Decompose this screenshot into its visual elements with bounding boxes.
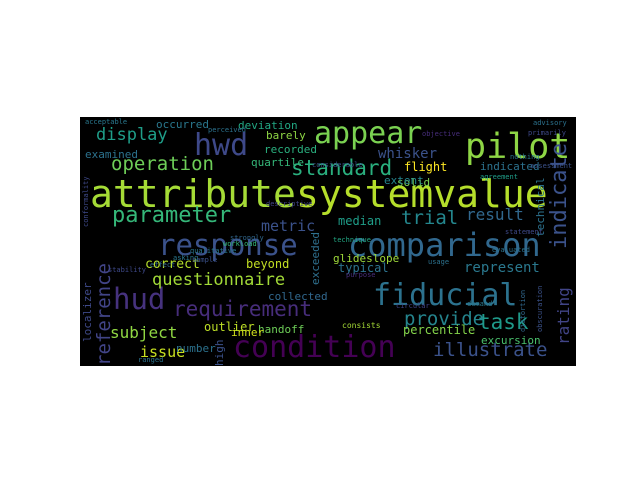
word-cloud-word: provide bbox=[404, 308, 485, 330]
word-cloud-word: reference bbox=[93, 263, 115, 366]
word-cloud-word: flight bbox=[404, 160, 448, 174]
word-cloud-word: circular bbox=[396, 302, 430, 310]
word-cloud-word: display bbox=[96, 125, 168, 145]
word-cloud-word: condition bbox=[233, 330, 396, 365]
word-cloud-word: glideslope bbox=[333, 252, 400, 265]
word-cloud-word: quartile bbox=[251, 156, 304, 169]
word-cloud-word: task bbox=[478, 310, 529, 334]
word-cloud-word: beyond bbox=[246, 257, 290, 271]
word-cloud-word: represent bbox=[464, 260, 540, 276]
word-cloud-word: objective bbox=[422, 130, 460, 138]
word-cloud-word: appear bbox=[314, 117, 423, 151]
word-cloud-word: occurred bbox=[156, 118, 209, 131]
word-cloud-word: requirement bbox=[173, 297, 313, 321]
word-cloud-word: typical bbox=[338, 261, 389, 275]
word-cloud-word: considerable bbox=[312, 161, 363, 169]
word-cloud-word: subject bbox=[110, 323, 178, 342]
word-cloud-word: operation bbox=[111, 153, 214, 175]
word-cloud-word: result bbox=[466, 205, 524, 224]
word-cloud-word: advisory bbox=[533, 119, 567, 127]
word-cloud-word: collected bbox=[268, 290, 328, 303]
word-cloud-word: systemvalue bbox=[296, 172, 548, 216]
word-cloud-word: inner bbox=[231, 326, 265, 339]
word-cloud-word: consists bbox=[342, 321, 381, 330]
word-cloud-word: recorded bbox=[264, 143, 317, 156]
word-cloud-word: correct bbox=[145, 257, 200, 272]
word-cloud-word: excursion bbox=[481, 334, 541, 347]
word-cloud-word: response bbox=[158, 228, 298, 262]
word-cloud-word: localizer bbox=[81, 282, 94, 342]
word-cloud-word: distortion bbox=[519, 289, 527, 332]
word-cloud-word: strongly bbox=[230, 234, 264, 242]
word-cloud-word: pilot bbox=[465, 127, 571, 167]
word-cloud-word: nothing bbox=[510, 153, 540, 161]
word-cloud-word: statement bbox=[505, 228, 543, 236]
word-cloud-word: hwd bbox=[194, 128, 249, 163]
word-cloud-word: median bbox=[338, 214, 382, 228]
word-cloud-word: solid bbox=[397, 176, 431, 189]
word-cloud-word: asking bbox=[173, 254, 199, 262]
word-cloud-word: qualitative bbox=[190, 247, 237, 255]
word-cloud-word: usage bbox=[428, 258, 450, 266]
word-cloud-word: evaluated bbox=[492, 246, 530, 254]
word-cloud-word: handoff bbox=[258, 323, 305, 336]
word-cloud-word: primarily bbox=[528, 129, 566, 137]
word-cloud-word: extent bbox=[384, 174, 424, 187]
word-cloud-word: deviation bbox=[238, 119, 298, 132]
word-cloud-word: illustrate bbox=[433, 339, 548, 361]
word-cloud-word: examined bbox=[85, 148, 138, 161]
word-cloud-word: descriptive bbox=[266, 200, 313, 208]
word-cloud-word: acceptable bbox=[85, 118, 128, 126]
word-cloud-word: whisker bbox=[378, 146, 438, 162]
word-cloud-word: purpose bbox=[346, 271, 376, 279]
word-cloud-word: percentile bbox=[403, 323, 476, 337]
word-cloud-word: conformality bbox=[82, 176, 90, 227]
word-cloud-word: rating bbox=[554, 287, 573, 345]
word-cloud-word: obscuration bbox=[536, 285, 544, 332]
word-cloud-word: ranged bbox=[138, 356, 164, 364]
word-cloud-word: perceived bbox=[208, 126, 246, 134]
word-cloud-word: indicate bbox=[547, 143, 572, 249]
word-cloud-word: questionnaire bbox=[152, 270, 286, 290]
word-cloud-word: sample bbox=[192, 256, 218, 264]
word-cloud-word: attribute bbox=[90, 172, 296, 216]
word-cloud-word: exceeded bbox=[309, 232, 322, 285]
word-cloud-word: workload bbox=[223, 240, 257, 248]
word-cloud-word: trial bbox=[401, 207, 459, 229]
word-cloud-word: issue bbox=[140, 343, 186, 361]
word-cloud-word: stability bbox=[108, 266, 146, 274]
word-cloud-word: parameter bbox=[112, 203, 232, 228]
word-cloud-word: number bbox=[176, 342, 216, 355]
word-cloud-word: metric bbox=[261, 217, 316, 235]
word-cloud-word: fiducial bbox=[373, 278, 518, 313]
word-cloud-word: hud bbox=[113, 282, 166, 316]
word-cloud-word: agreement bbox=[480, 173, 518, 181]
word-cloud-word: comparison bbox=[348, 226, 541, 264]
word-cloud-word: standard bbox=[291, 156, 393, 180]
word-cloud-word: barely bbox=[266, 129, 306, 142]
word-cloud-word: assessment bbox=[530, 162, 573, 170]
word-cloud-word: demand bbox=[467, 300, 493, 308]
word-cloud-word: outlier bbox=[204, 320, 255, 334]
word-cloud: attribute systemvalue appear pilot hwd c… bbox=[80, 117, 576, 366]
word-cloud-word: effect bbox=[150, 261, 176, 269]
word-cloud-word: indicated bbox=[480, 160, 540, 173]
word-cloud-word: technique bbox=[333, 236, 371, 244]
